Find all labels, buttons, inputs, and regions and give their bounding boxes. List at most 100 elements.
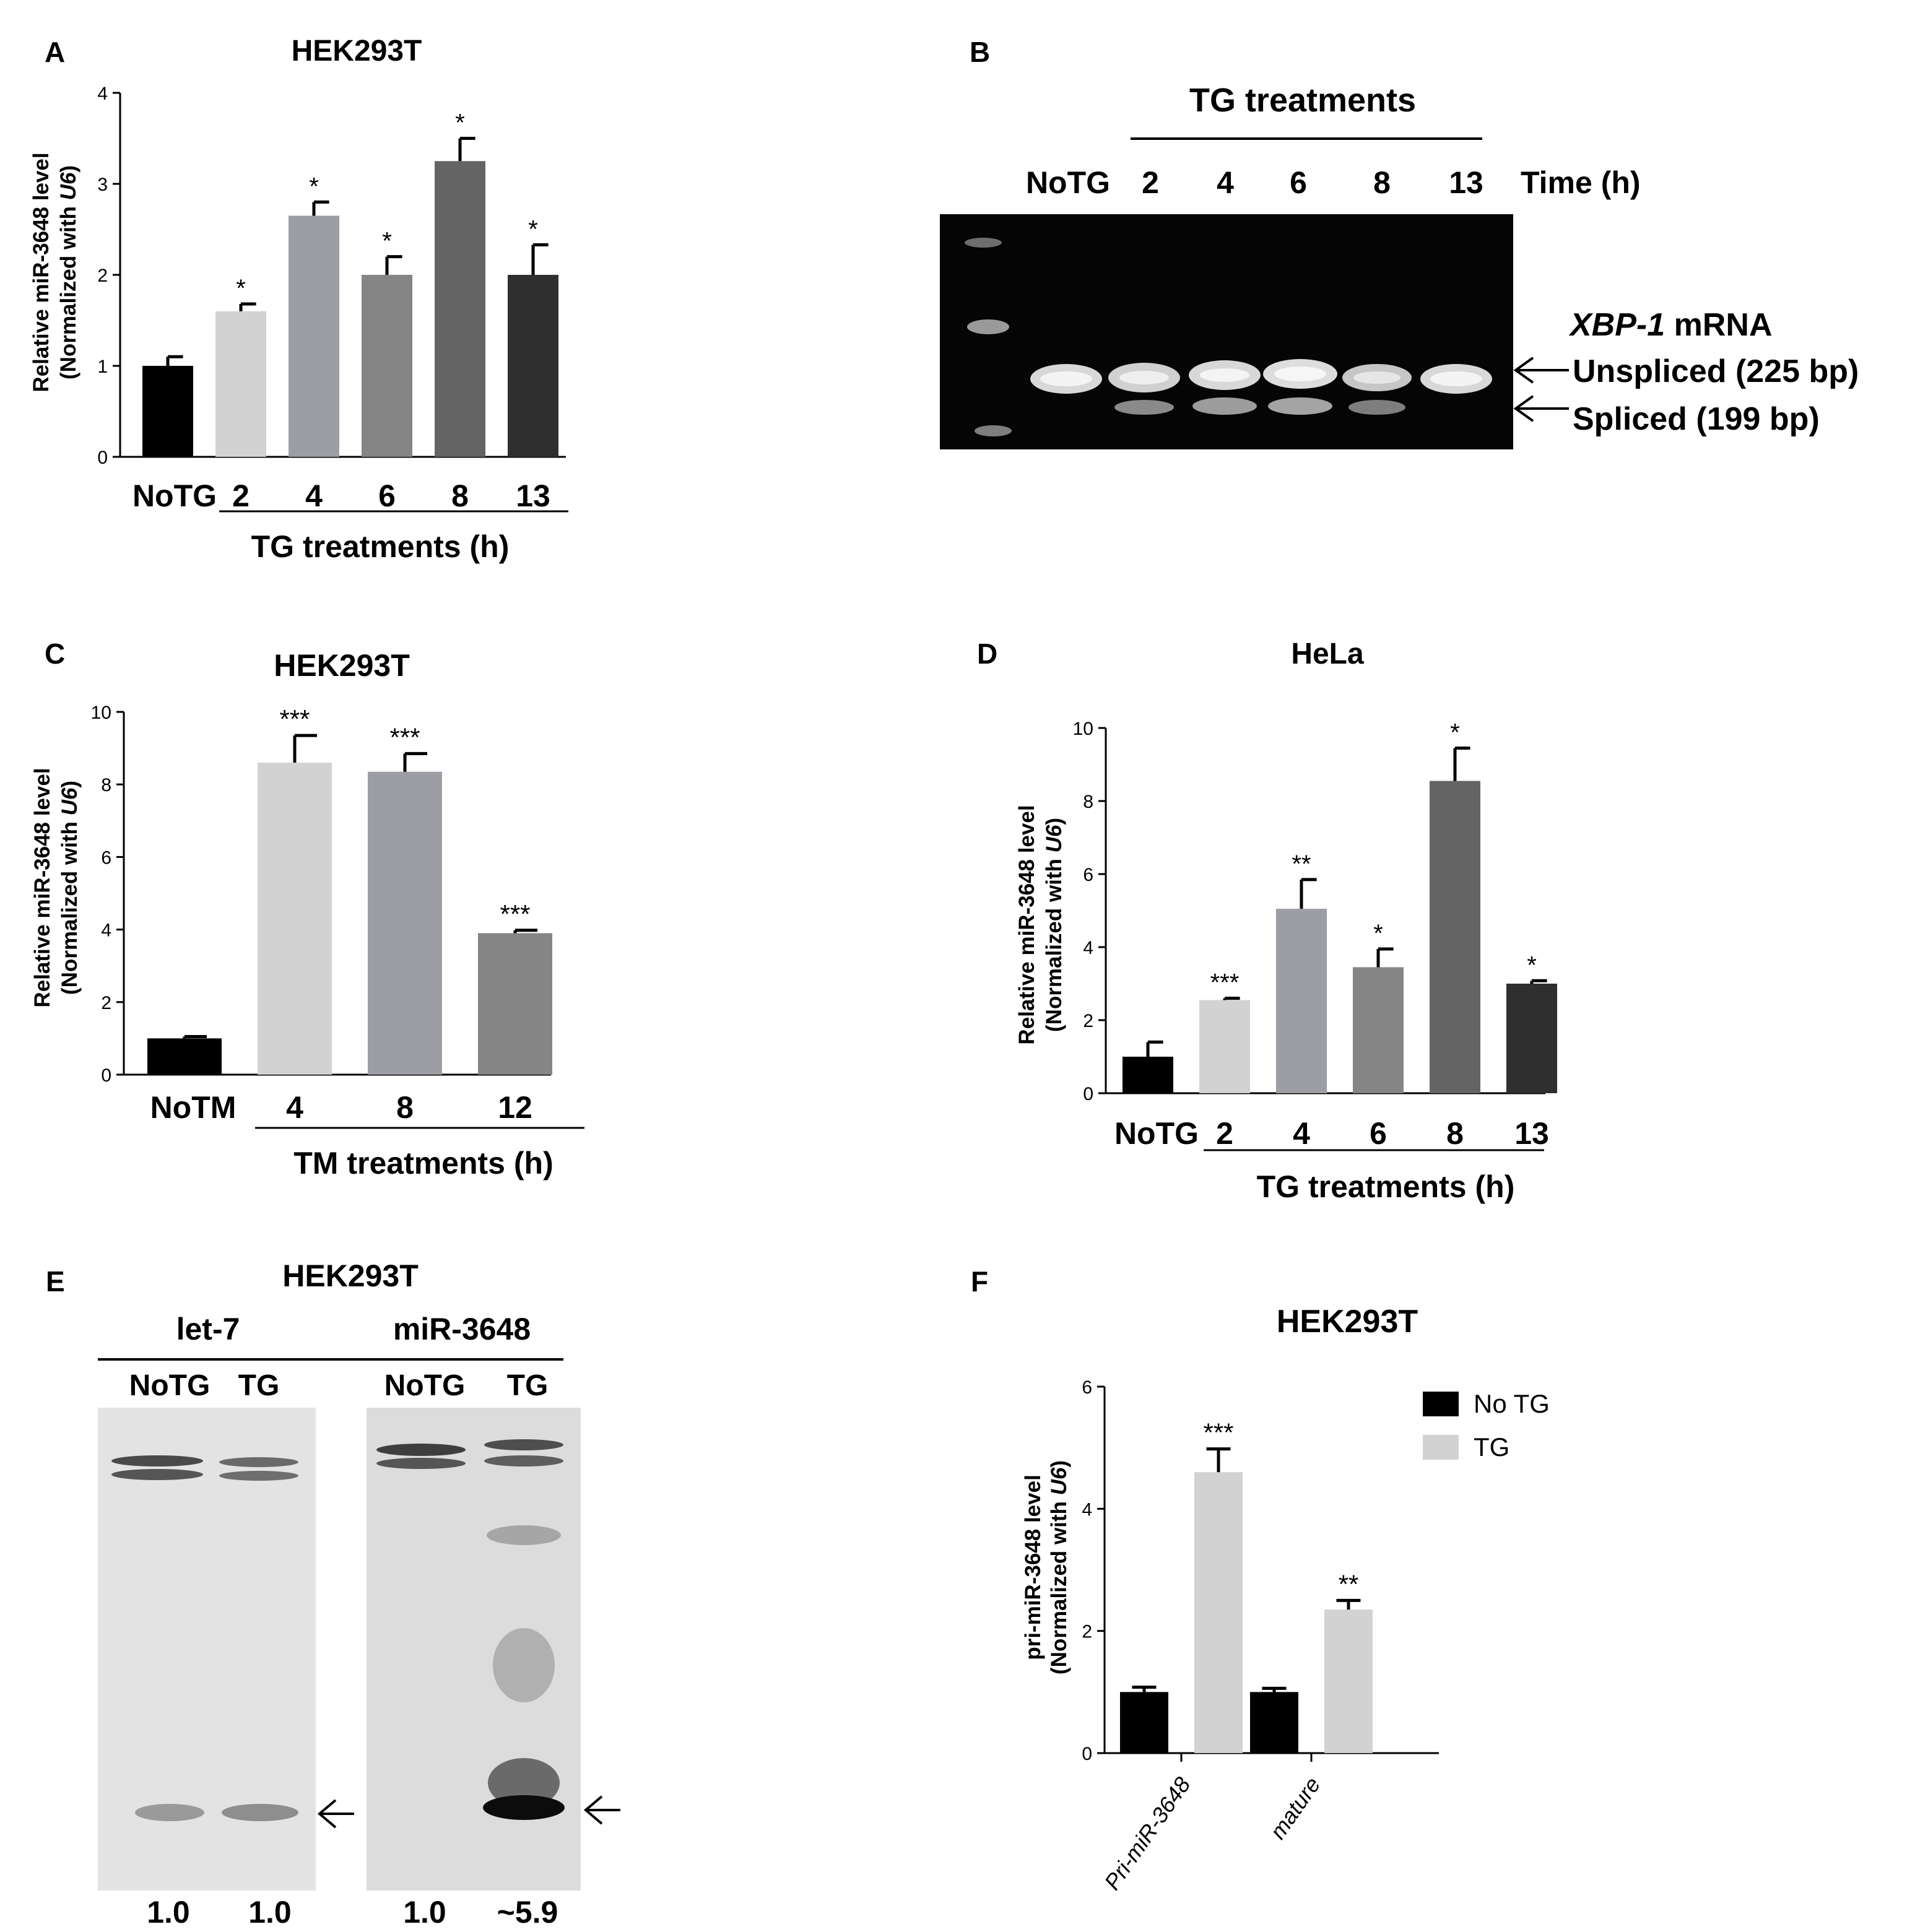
panel-b-unspliced-label: Unspliced (225 bp) xyxy=(1573,353,1859,389)
x-category-label: 6 xyxy=(378,479,396,513)
y-tick-label: 6 xyxy=(1082,1377,1092,1398)
blot1-lane-label: TG xyxy=(238,1369,280,1402)
bar xyxy=(258,763,332,1075)
chart-c: 0 2 4 6 8 10 NoTM *** 4 *** 8 *** 12 xyxy=(91,703,552,1125)
panel-a-ylabel-line1: Relative miR-3648 level xyxy=(29,152,53,392)
gel-bands xyxy=(1030,359,1492,415)
chart-d: 0 2 4 6 8 10 NoTG *** 2 ** 4 * 6 * 8 * 13 xyxy=(1073,719,1557,1151)
y-tick-label: 1 xyxy=(97,357,108,377)
y-tick-label: 8 xyxy=(101,775,111,795)
bar xyxy=(435,161,485,457)
bar xyxy=(478,933,552,1075)
bar xyxy=(1199,1000,1250,1093)
significance-label: * xyxy=(1450,719,1460,746)
panel-b: B TG treatments NoTG 2 4 6 8 13 Time (h) xyxy=(940,36,1859,449)
significance-label: * xyxy=(1527,951,1537,979)
panel-letter-d: D xyxy=(977,638,997,670)
arrow-unspliced-icon xyxy=(1513,357,1569,384)
gel-ladder xyxy=(965,238,1012,436)
panel-f-ylabel-line2: (Normalized with U6) xyxy=(1047,1460,1071,1674)
bar xyxy=(368,771,442,1075)
panel-c-group-label: TM treatments (h) xyxy=(293,1146,553,1180)
significance-label: * xyxy=(309,173,319,200)
let7-arrow-icon xyxy=(317,1799,354,1829)
bar xyxy=(1430,781,1480,1093)
chart-f: 0 2 4 6 *** Pri-miR-3648 ** mature xyxy=(1082,1377,1439,1894)
bar xyxy=(508,275,558,457)
mir3648-blot-bands xyxy=(376,1439,565,1820)
bar xyxy=(147,1038,222,1075)
y-tick-label: 2 xyxy=(97,266,108,286)
bar xyxy=(1324,1609,1373,1753)
gel-b-lane-label: 2 xyxy=(1142,165,1159,200)
bar xyxy=(1250,1692,1298,1753)
panel-a: A HEK293T Relative miR-3648 level (Norma… xyxy=(29,35,568,564)
panel-d-ylabel-line1: Relative miR-3648 level xyxy=(1015,805,1039,1044)
legend-label-tg: TG xyxy=(1474,1432,1509,1462)
mir3648-arrow-icon xyxy=(583,1795,620,1825)
y-tick-label: 8 xyxy=(1083,792,1093,812)
y-tick-label: 0 xyxy=(1083,1084,1093,1104)
gel-b-lane-label: 4 xyxy=(1217,165,1234,200)
panel-e-probe1-label: let-7 xyxy=(176,1312,240,1346)
panel-b-lane-labels: NoTG 2 4 6 8 13 xyxy=(1026,165,1483,200)
significance-label: *** xyxy=(279,704,310,734)
y-tick-label: 3 xyxy=(97,175,108,195)
blot2-quant: 1.0 xyxy=(403,1895,446,1930)
significance-label: *** xyxy=(1210,969,1240,997)
y-tick-label: 10 xyxy=(1073,719,1093,739)
y-tick-label: 4 xyxy=(1083,938,1093,958)
panel-letter-f: F xyxy=(971,1265,988,1297)
legend-label-no-tg: No TG xyxy=(1474,1389,1550,1418)
x-category-label: 2 xyxy=(1216,1116,1233,1151)
gel-b-lane-label: 13 xyxy=(1449,165,1483,200)
x-category-label: 2 xyxy=(232,479,250,513)
x-category-label: NoTG xyxy=(132,479,217,513)
blot2-quant: ~5.9 xyxy=(497,1895,558,1930)
gel-b-lane-label: NoTG xyxy=(1026,165,1110,200)
significance-label: ** xyxy=(1339,1569,1359,1598)
panel-d-ylabel-line2: (Normalized with U6) xyxy=(1042,818,1066,1032)
x-category-label: 4 xyxy=(1293,1116,1310,1151)
panel-c-ylabel-line2: (Normalized with U6) xyxy=(58,781,82,995)
significance-label: * xyxy=(455,110,465,137)
x-category-label: NoTM xyxy=(150,1090,237,1125)
significance-label: * xyxy=(236,275,246,302)
panel-c: C HEK293T Relative miR-3648 level (Norma… xyxy=(30,638,584,1180)
y-tick-label: 0 xyxy=(101,1065,111,1086)
x-category-label: 8 xyxy=(396,1090,414,1125)
significance-label: *** xyxy=(389,722,420,752)
blot1-lane-label: NoTG xyxy=(129,1369,211,1402)
blot1-quant: 1.0 xyxy=(147,1895,190,1930)
legend-swatch-tg xyxy=(1423,1435,1459,1460)
panel-f-title: HEK293T xyxy=(1277,1304,1418,1340)
y-tick-label: 2 xyxy=(101,993,111,1013)
y-tick-label: 4 xyxy=(97,84,108,104)
significance-label: ** xyxy=(1292,851,1311,878)
bar xyxy=(1123,1057,1173,1093)
panel-e-probe2-label: miR-3648 xyxy=(393,1312,531,1346)
significance-label: * xyxy=(1373,920,1383,947)
panel-c-ylabel-line1: Relative miR-3648 level xyxy=(30,768,54,1007)
x-category-label: 6 xyxy=(1370,1116,1387,1151)
panel-letter-a: A xyxy=(45,36,65,68)
let7-blot-bands xyxy=(111,1455,298,1821)
bar xyxy=(1276,909,1327,1093)
bar xyxy=(362,275,412,457)
panel-letter-b: B xyxy=(970,36,990,68)
panel-e: E HEK293T let-7 miR-3648 NoTG TG NoTG TG xyxy=(46,1258,620,1930)
y-tick-label: 2 xyxy=(1082,1622,1092,1642)
gel-b-lane-label: 6 xyxy=(1290,165,1307,200)
bar xyxy=(1353,967,1404,1093)
bar xyxy=(289,215,339,457)
panel-a-ylabel-line2: (Normalized with U6) xyxy=(56,165,80,379)
panel-b-group-label: TG treatments xyxy=(1189,82,1416,119)
legend-swatch-no-tg xyxy=(1423,1392,1459,1416)
x-category-label: Pri-miR-3648 xyxy=(1099,1772,1195,1894)
panel-c-title: HEK293T xyxy=(274,648,410,683)
y-tick-label: 4 xyxy=(101,921,111,941)
blot2-lane-label: NoTG xyxy=(384,1369,466,1402)
panel-d-title: HeLa xyxy=(1291,638,1364,670)
panel-f-legend: No TG TG xyxy=(1423,1389,1550,1462)
